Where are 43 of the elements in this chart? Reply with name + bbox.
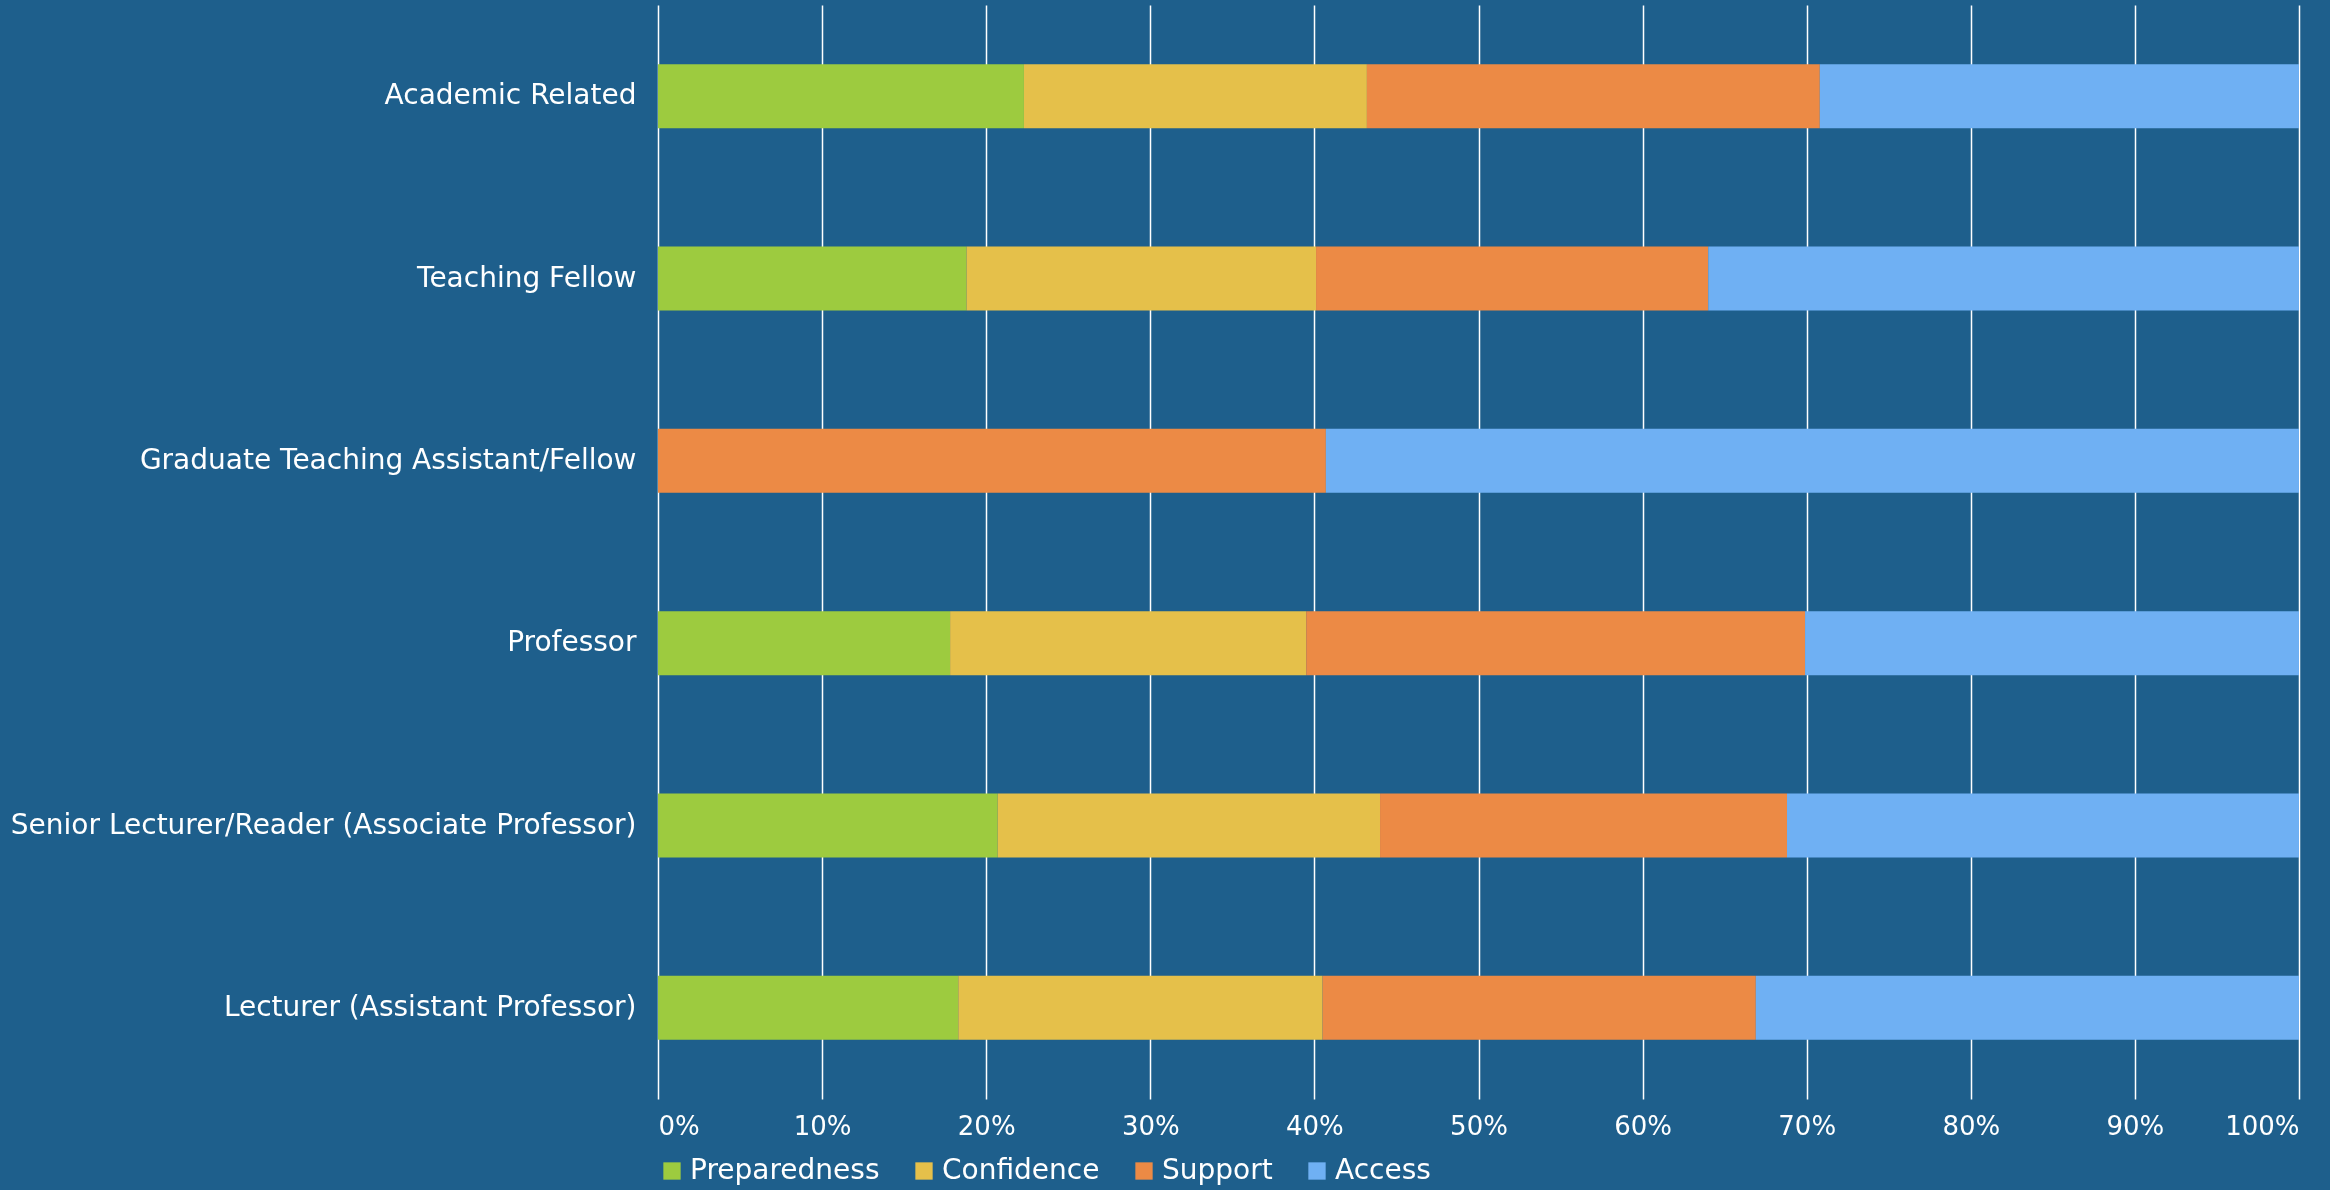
legend-label: Confidence: [942, 1153, 1100, 1186]
x-tick-label: 10%: [793, 1110, 852, 1141]
bar: [950, 611, 1307, 676]
bar: [1805, 611, 2299, 676]
bar: [1306, 611, 1806, 676]
bar: [658, 611, 951, 676]
bar: [1023, 64, 1367, 129]
bar: [966, 246, 1317, 311]
y-tick-label: Senior Lecturer/Reader (Associate Professor): [10, 807, 637, 841]
bar: [1325, 428, 2299, 493]
legend-label: Access: [1335, 1153, 1431, 1186]
bar: [1708, 246, 2299, 311]
x-tick-label: 70%: [1778, 1110, 1837, 1141]
y-tick-label: Graduate Teaching Assistant/Fellow: [139, 442, 637, 476]
bar: [658, 793, 998, 858]
bar: [658, 975, 959, 1040]
y-tick-label: Lecturer (Assistant Professor): [223, 989, 637, 1023]
x-tick-label: 50%: [1450, 1110, 1508, 1141]
bar: [1787, 793, 2299, 858]
bar: [958, 975, 1323, 1040]
y-tick-label: Academic Related: [384, 78, 637, 112]
bar: [658, 64, 1024, 129]
bar: [1819, 64, 2299, 129]
x-tick-label: 100%: [2225, 1110, 2300, 1141]
bar: [658, 246, 967, 311]
x-tick-label: 0%: [658, 1110, 700, 1141]
bar: [1316, 246, 1709, 311]
x-tick-label: 40%: [1286, 1110, 1344, 1141]
x-tick-label: 80%: [1942, 1110, 2001, 1141]
bar: [1380, 793, 1788, 858]
bar: [997, 793, 1381, 858]
bar: [658, 428, 1326, 493]
x-tick-label: 60%: [1614, 1110, 1672, 1141]
x-tick-label: 90%: [2106, 1110, 2165, 1141]
bar: [1322, 975, 1756, 1040]
y-tick-label: Professor: [507, 625, 637, 659]
y-tick-label: Teaching Fellow: [416, 260, 637, 294]
x-tick-label: 30%: [1121, 1110, 1180, 1141]
x-tick-label: 20%: [957, 1110, 1016, 1141]
legend-label: Preparedness: [690, 1153, 880, 1186]
bar: [1755, 975, 2299, 1040]
legend-label: Support: [1162, 1153, 1273, 1186]
bar: [1366, 64, 1820, 129]
